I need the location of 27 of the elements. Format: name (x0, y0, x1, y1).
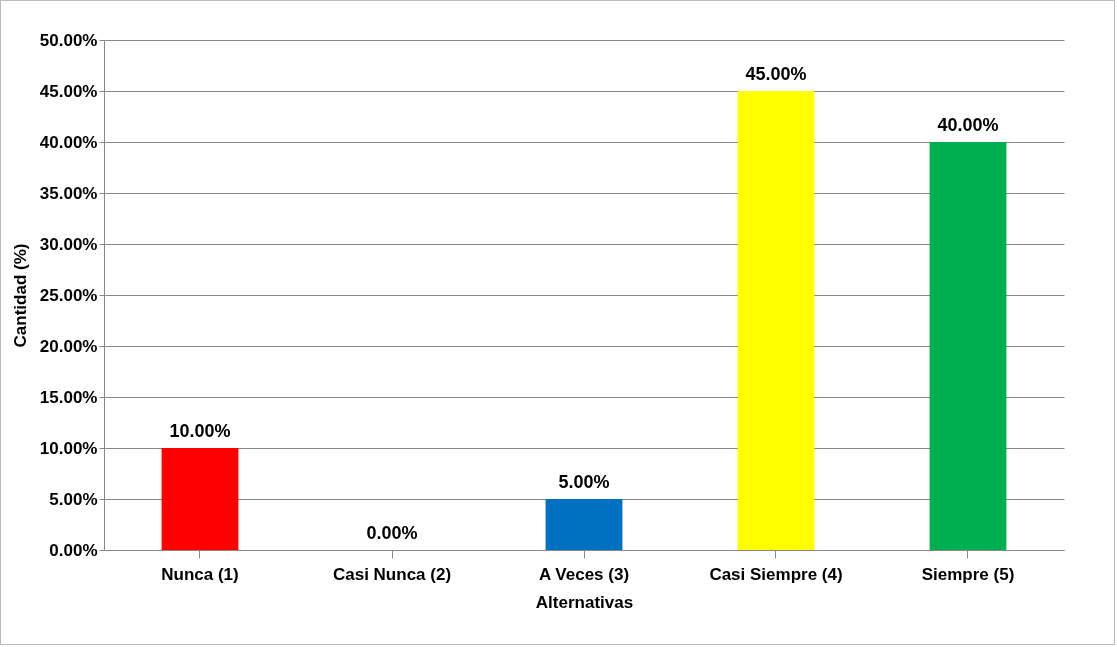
x-axis-title: Alternativas (535, 592, 634, 612)
data-label: 45.00% (745, 64, 807, 84)
y-tick-label: 15.00% (39, 387, 98, 407)
data-label: 5.00% (558, 472, 610, 492)
x-tick-label: A Veces (3) (538, 564, 630, 584)
y-tick-label: 45.00% (39, 81, 98, 101)
y-tick-label: 35.00% (39, 183, 98, 203)
data-label: 0.00% (366, 523, 418, 543)
bar (161, 448, 239, 550)
data-label: 10.00% (169, 421, 231, 441)
y-tick-label: 10.00% (39, 438, 98, 458)
y-tick-label: 5.00% (49, 489, 98, 509)
y-tick-label: 50.00% (39, 30, 98, 50)
x-tick-label: Nunca (1) (161, 564, 239, 584)
x-tick-label: Casi Nunca (2) (332, 564, 452, 584)
y-tick-label: 40.00% (39, 132, 98, 152)
y-tick-label: 20.00% (39, 336, 98, 356)
bar (929, 142, 1007, 550)
x-tick-label: Casi Siempre (4) (709, 564, 843, 584)
y-axis-title: Cantidad (%) (10, 243, 30, 348)
data-label: 40.00% (937, 115, 999, 135)
y-tick-label: 0.00% (49, 540, 98, 560)
y-tick-label: 25.00% (39, 285, 98, 305)
y-tick-label: 30.00% (39, 234, 98, 254)
bar (737, 91, 815, 550)
bar (545, 499, 623, 550)
x-tick-label: Siempre (5) (921, 564, 1015, 584)
